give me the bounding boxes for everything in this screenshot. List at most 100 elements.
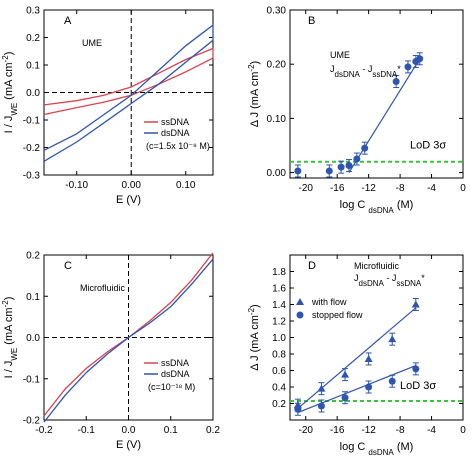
data-point xyxy=(353,155,361,163)
y-axis-label-group: Δ J (mA cm-2) xyxy=(247,61,262,127)
y-axis-label-group: I / JWE (mA cm-2) xyxy=(1,52,19,134)
formula-label: JdsDNA - JssDNA* xyxy=(330,64,401,79)
y-tick-label: 0.10 xyxy=(267,114,287,125)
x-axis-label: E (V) xyxy=(116,194,141,206)
fit-line xyxy=(348,58,421,173)
data-point xyxy=(294,167,302,175)
panel-letter: C xyxy=(64,260,72,272)
data-point xyxy=(412,365,420,373)
data-point-triangle xyxy=(411,300,420,308)
y-tick-label: 0.00 xyxy=(267,168,287,179)
y-axis-label: I / JWE (mA cm-2) xyxy=(1,297,19,379)
panel-annotation: Microfluidic xyxy=(354,261,400,271)
formula-label: JdsDNA - JssDNA* xyxy=(354,273,425,288)
panel-annotation: UME xyxy=(82,38,102,48)
x-tick-label: -8 xyxy=(396,425,405,436)
data-point-triangle xyxy=(341,370,350,378)
x-tick-label: -0.1 xyxy=(78,425,96,436)
x-tick-label: 0 xyxy=(460,425,466,436)
series-dsDNA xyxy=(43,23,214,162)
lod-label: LoD 3σ xyxy=(410,140,446,152)
data-point xyxy=(404,63,412,71)
data-point xyxy=(392,78,400,86)
x-axis-label: log C dsDNA (M) xyxy=(340,441,414,457)
data-point xyxy=(294,405,302,413)
fit-line xyxy=(297,364,417,414)
x-axis-label: log C dsDNA (M) xyxy=(340,199,414,215)
y-tick-label: 0.0 xyxy=(26,88,40,99)
x-tick-label: -8 xyxy=(396,183,405,194)
y-tick-label: 0.4 xyxy=(272,383,286,394)
y-axis-label: Δ J (mA cm-2) xyxy=(247,61,262,127)
panel-A: -0.10 0.00 0.10 -0.3 -0.2 -0.1 0.0 0.1 0.2 0.3 A E … xyxy=(1,6,214,206)
y-tick-label: -0.2 xyxy=(23,416,41,427)
y-tick-label: 1.8 xyxy=(272,267,286,278)
legend-concentration: (c=10⁻¹⁸ M) xyxy=(148,382,195,392)
legend-label: stopped flow xyxy=(312,310,363,320)
y-tick-label: 0.0 xyxy=(26,333,40,344)
legend-triangle-marker xyxy=(296,298,304,305)
data-point-triangle xyxy=(388,335,397,343)
y-axis-label-group: Δ J (mA cm-2) xyxy=(247,304,262,370)
x-tick-label: -16 xyxy=(330,183,345,194)
data-point xyxy=(325,167,333,175)
legend-label: dsDNA xyxy=(161,128,190,138)
x-tick-label: 0 xyxy=(460,183,466,194)
panel-C: -0.2 -0.1 0.0 0.1 0.2 -0.2 -0.1 0.0 0.1 0.2 C E (V)… xyxy=(1,251,221,452)
y-tick-label: 0.30 xyxy=(267,6,287,17)
y-tick-label: 0.2 xyxy=(26,33,40,44)
plot-frame xyxy=(289,9,464,179)
y-tick-label: 0.1 xyxy=(26,292,40,303)
legend-concentration: (c=1.5x 10⁻⁸ M) xyxy=(146,141,210,151)
data-point xyxy=(365,383,373,391)
y-tick-label: 1.6 xyxy=(272,284,286,295)
y-axis-label: I / JWE (mA cm-2) xyxy=(1,52,19,134)
x-tick-label: -12 xyxy=(361,425,376,436)
x-tick-label: -20 xyxy=(299,425,314,436)
y-tick-label: 0.8 xyxy=(272,350,286,361)
legend-label: ssDNA xyxy=(161,117,189,127)
y-tick-label: 0.2 xyxy=(272,399,286,410)
x-tick-label: -16 xyxy=(330,425,345,436)
data-point-triangle xyxy=(364,354,373,362)
legend-label: with flow xyxy=(311,297,347,307)
legend-label: ssDNA xyxy=(161,358,189,368)
y-tick-label: 0.3 xyxy=(26,6,40,17)
x-tick-label: -12 xyxy=(361,183,376,194)
x-tick-label: 0.1 xyxy=(164,425,178,436)
data-point xyxy=(337,163,345,171)
x-tick-label: -0.10 xyxy=(65,180,88,191)
x-tick-label: -4 xyxy=(427,183,436,194)
panel-annotation: UME xyxy=(330,50,350,60)
legend-label: dsDNA xyxy=(161,369,190,379)
series-dsDNA xyxy=(43,258,214,423)
fit-line xyxy=(297,307,417,409)
x-tick-label: -0.2 xyxy=(35,425,53,436)
y-tick-label: 1.0 xyxy=(272,333,286,344)
panel-letter: A xyxy=(64,15,72,27)
panel-D: -20 -16 -12 -8 -4 0 0.2 0.4 0.6 0.8 1.0 1.2 1.4 1.6 1.… xyxy=(247,254,466,457)
x-tick-label: -20 xyxy=(299,183,314,194)
data-point-triangle xyxy=(317,384,326,392)
legend-circle-marker xyxy=(296,311,304,319)
y-tick-label: 1.4 xyxy=(272,300,286,311)
x-tick-label: 0.2 xyxy=(206,425,220,436)
x-tick-label: 0.0 xyxy=(122,425,136,436)
y-tick-label: 0.1 xyxy=(26,61,40,72)
data-point xyxy=(317,402,325,410)
y-axis-label: Δ J (mA cm-2) xyxy=(247,304,262,370)
y-tick-label: -0.1 xyxy=(23,374,41,385)
series-ssDNA xyxy=(43,47,214,116)
panel-letter: B xyxy=(308,15,315,27)
x-tick-label: -4 xyxy=(427,425,436,436)
y-tick-label: -0.2 xyxy=(23,143,41,154)
data-point xyxy=(345,162,353,170)
y-tick-label: 0.6 xyxy=(272,366,286,377)
panel-letter: D xyxy=(308,260,316,272)
lod-label: LoD 3σ xyxy=(400,380,436,392)
y-tick-label: -0.3 xyxy=(23,171,41,182)
data-point xyxy=(361,144,369,152)
x-axis-label: E (V) xyxy=(116,439,141,451)
